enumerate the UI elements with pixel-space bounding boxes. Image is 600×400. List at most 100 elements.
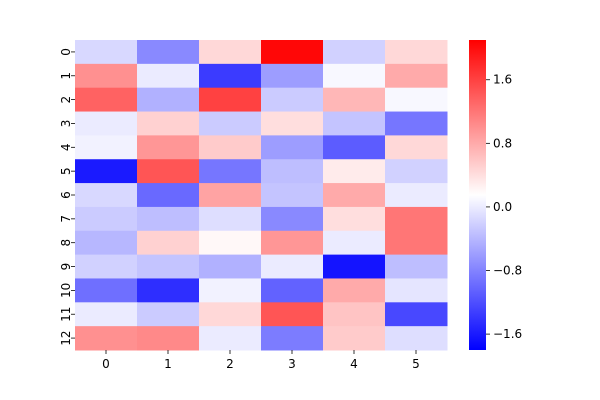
y-tick-label: 11	[59, 307, 73, 322]
y-tick-label: 9	[59, 263, 73, 271]
heatmap-cell	[137, 183, 200, 208]
heatmap-cell	[199, 183, 262, 208]
heatmap-cell	[261, 326, 324, 351]
heatmap-cell	[261, 183, 324, 208]
heatmap-cell	[385, 87, 448, 113]
heatmap-cell	[323, 206, 386, 232]
x-tick-label: 0	[102, 357, 110, 371]
heatmap-cell	[75, 159, 138, 184]
heatmap-cell	[199, 206, 262, 232]
heatmap-cell	[261, 254, 324, 279]
heatmap-cell	[323, 40, 386, 65]
heatmap-cell	[323, 302, 386, 327]
heatmap-cell	[323, 230, 386, 256]
heatmap-cell	[323, 326, 386, 351]
heatmap-cell	[385, 230, 448, 256]
heatmap-cell	[385, 206, 448, 232]
heatmap-cell	[261, 230, 324, 256]
heatmap-cell	[137, 63, 200, 89]
heatmap-cell	[261, 40, 324, 65]
heatmap-cell	[75, 111, 138, 136]
heatmap-cell	[199, 111, 262, 136]
y-tick-label: 4	[59, 143, 73, 151]
heatmap-cell	[199, 278, 262, 303]
heatmap-cell	[137, 159, 200, 184]
heatmap-cell	[137, 206, 200, 232]
heatmap-cell	[261, 206, 324, 232]
x-tick-label: 4	[350, 357, 358, 371]
heatmap-cell	[75, 63, 138, 89]
heatmap-cell	[75, 326, 138, 351]
heatmap-cell	[323, 159, 386, 184]
heatmap-cell	[385, 40, 448, 65]
heatmap-cell	[261, 111, 324, 136]
heatmap-cell	[75, 302, 138, 327]
colorbar-tick-label: 0.0	[493, 200, 512, 214]
heatmap-cell	[199, 254, 262, 279]
heatmap-cell	[75, 254, 138, 279]
colorbar: 1.6 0.8 0.0 −0.8 −1.6	[469, 40, 522, 350]
y-tick-label: 1	[59, 72, 73, 80]
heatmap-cell	[75, 278, 138, 303]
x-tick-label: 1	[164, 357, 172, 371]
heatmap-cell	[385, 183, 448, 208]
x-tick-label: 5	[412, 357, 420, 371]
heatmap-cell	[385, 111, 448, 136]
colorbar-tick-label: 0.8	[493, 136, 512, 150]
heatmap-cell	[75, 40, 138, 65]
heatmap-cell	[199, 40, 262, 65]
heatmap-cell	[137, 278, 200, 303]
heatmap-cell	[199, 159, 262, 184]
y-tick-label: 6	[59, 191, 73, 199]
x-tick-label: 3	[288, 357, 296, 371]
heatmap-cell	[261, 87, 324, 113]
heatmap-cell	[137, 326, 200, 351]
heatmap-cell	[261, 135, 324, 160]
heatmap-cell	[199, 326, 262, 351]
heatmap-cell	[323, 278, 386, 303]
y-tick-label: 5	[59, 167, 73, 175]
y-tick-label: 0	[59, 48, 73, 56]
heatmap-cell	[385, 302, 448, 327]
heatmap-cell	[385, 278, 448, 303]
heatmap-cell	[385, 326, 448, 351]
heatmap-cell	[75, 230, 138, 256]
heatmap-cell	[137, 87, 200, 113]
heatmap-cell	[261, 278, 324, 303]
heatmap-cell	[199, 63, 262, 89]
colorbar-tick-label: −0.8	[493, 264, 522, 278]
heatmap-cell	[323, 63, 386, 89]
y-tick-label: 12	[59, 330, 73, 345]
heatmap-cell	[75, 135, 138, 160]
heatmap-cell	[199, 135, 262, 160]
x-tick-label: 2	[226, 357, 234, 371]
heatmap-cell	[199, 302, 262, 327]
heatmap-cells	[75, 40, 448, 351]
heatmap-cell	[199, 87, 262, 113]
y-tick-label: 3	[59, 120, 73, 128]
heatmap-cell	[137, 40, 200, 65]
heatmap-cell	[385, 135, 448, 160]
heatmap-cell	[323, 254, 386, 279]
heatmap-cell	[261, 302, 324, 327]
heatmap-cell	[137, 254, 200, 279]
colorbar-tick-label: 1.6	[493, 73, 512, 87]
heatmap-cell	[261, 159, 324, 184]
colorbar-ticks: 1.6 0.8 0.0 −0.8 −1.6	[486, 73, 522, 341]
heatmap-cell	[199, 230, 262, 256]
heatmap-cell	[323, 111, 386, 136]
heatmap-cell	[323, 87, 386, 113]
heatmap-cell	[323, 183, 386, 208]
heatmap-cell	[137, 135, 200, 160]
heatmap-cell	[75, 206, 138, 232]
colorbar-tick-label: −1.6	[493, 327, 522, 341]
heatmap-cell	[385, 63, 448, 89]
heatmap-cell	[323, 135, 386, 160]
heatmap-cell	[385, 159, 448, 184]
y-tick-label: 2	[59, 96, 73, 104]
heatmap-cell	[261, 63, 324, 89]
heatmap-cell	[75, 183, 138, 208]
y-tick-label: 10	[59, 283, 73, 298]
